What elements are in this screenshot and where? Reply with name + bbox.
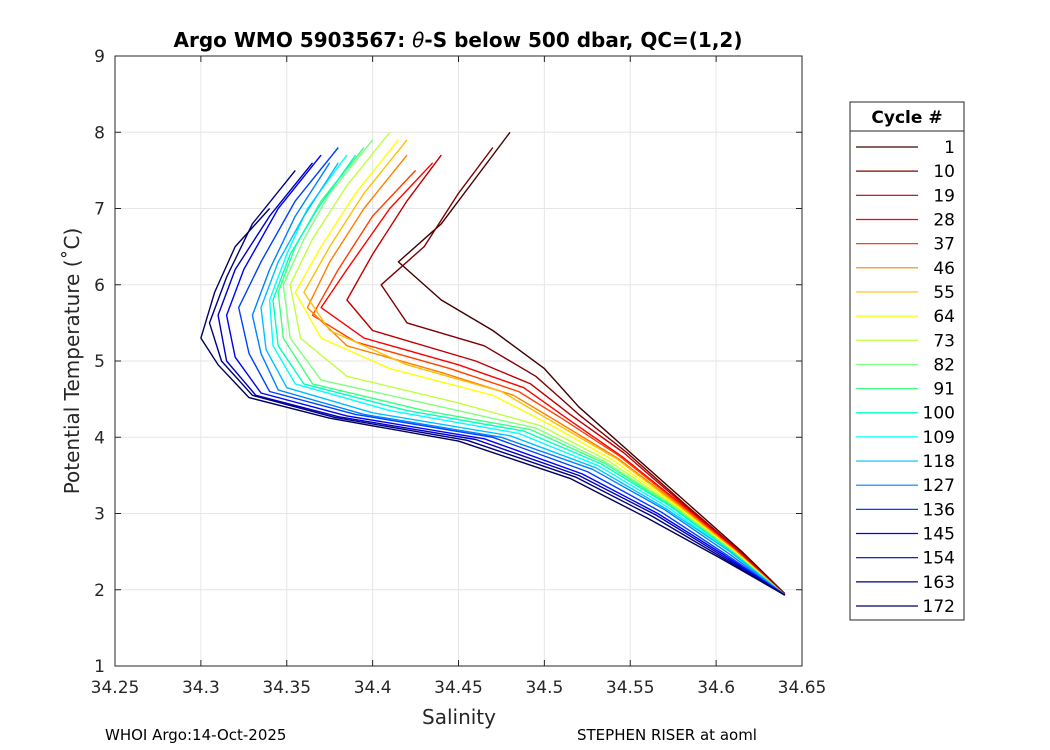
legend-label: 127 <box>923 476 955 496</box>
series-line-cycle-82 <box>282 139 786 596</box>
x-tick-label: 34.65 <box>778 678 827 698</box>
y-tick-label: 8 <box>94 123 105 143</box>
legend-entries: 1 10 19 28 37 46 55 64 73 82 91 100 109 118 127 136 145 1… <box>856 138 955 617</box>
series-line-cycle-145 <box>225 154 786 596</box>
x-axis: 34.25 34.3 34.35 34.4 34.45 34.5 34.55 34.6 34.6… <box>91 56 827 698</box>
series-line-cycle-73 <box>289 131 786 596</box>
y-tick-label: 2 <box>94 581 105 601</box>
y-axis: 1 2 3 4 5 6 7 8 9 <box>94 47 802 677</box>
series-line-cycle-37 <box>311 169 786 596</box>
series-line-cycle-127 <box>251 162 786 596</box>
y-tick-label: 7 <box>94 200 105 220</box>
series-line-cycle-10 <box>380 147 786 595</box>
series-line-cycle-46 <box>306 154 786 596</box>
series-line-cycle-136 <box>237 147 786 596</box>
legend: Cycle # 1 10 19 28 37 46 55 64 73 82 91 100 109 118 12… <box>849 101 965 621</box>
x-tick-label: 34.25 <box>91 678 140 698</box>
series-line-cycle-172 <box>200 208 786 596</box>
legend-label: 82 <box>933 355 955 375</box>
legend-label: 145 <box>923 525 955 545</box>
y-tick-label: 1 <box>94 657 105 677</box>
legend-label: 73 <box>933 331 955 351</box>
x-tick-label: 34.35 <box>262 678 311 698</box>
legend-label: 1 <box>944 138 955 158</box>
legend-label: 118 <box>923 452 955 472</box>
legend-label: 154 <box>923 549 955 569</box>
footer-left: WHOI Argo:14-Oct-2025 <box>105 726 286 744</box>
series-line-cycle-1 <box>397 131 786 595</box>
series-line-cycle-163 <box>208 169 786 596</box>
y-tick-label: 9 <box>94 47 105 67</box>
y-tick-label: 6 <box>94 276 105 296</box>
x-tick-label: 34.45 <box>434 678 483 698</box>
legend-label: 172 <box>923 597 955 617</box>
chart-title: Argo WMO 5903567: θ-S below 500 dbar, QC… <box>174 28 743 52</box>
y-tick-label: 5 <box>94 352 105 372</box>
legend-label: 28 <box>933 210 955 230</box>
y-tick-label: 3 <box>94 505 105 525</box>
x-tick-label: 34.6 <box>697 678 735 698</box>
series-line-cycle-109 <box>268 154 786 596</box>
legend-title: Cycle # <box>871 108 942 128</box>
legend-label: 10 <box>933 162 955 182</box>
legend-label: 64 <box>933 307 955 327</box>
series-line-cycle-64 <box>294 139 786 596</box>
series-line-cycle-100 <box>272 154 786 596</box>
legend-label: 19 <box>933 186 955 206</box>
series-line-cycle-28 <box>320 162 786 596</box>
series-layer <box>200 131 786 596</box>
legend-label: 46 <box>933 259 955 279</box>
legend-label: 91 <box>933 380 955 400</box>
x-tick-label: 34.55 <box>606 678 655 698</box>
legend-label: 37 <box>933 235 955 255</box>
legend-label: 163 <box>923 573 955 593</box>
series-line-cycle-118 <box>260 162 786 596</box>
series-line-cycle-55 <box>303 139 786 596</box>
legend-label: 100 <box>923 404 955 424</box>
legend-label: 109 <box>923 428 955 448</box>
y-tick-label: 4 <box>94 428 105 448</box>
legend-label: 136 <box>923 500 955 520</box>
x-tick-label: 34.3 <box>182 678 220 698</box>
series-line-cycle-19 <box>346 154 786 596</box>
y-axis-label: Potential Temperature (˚C) <box>60 228 84 495</box>
x-axis-label: Salinity <box>422 705 496 729</box>
series-line-cycle-154 <box>217 162 786 596</box>
footer-right: STEPHEN RISER at aoml <box>577 726 757 744</box>
legend-label: 55 <box>933 283 955 303</box>
x-tick-label: 34.5 <box>525 678 563 698</box>
x-tick-label: 34.4 <box>354 678 392 698</box>
